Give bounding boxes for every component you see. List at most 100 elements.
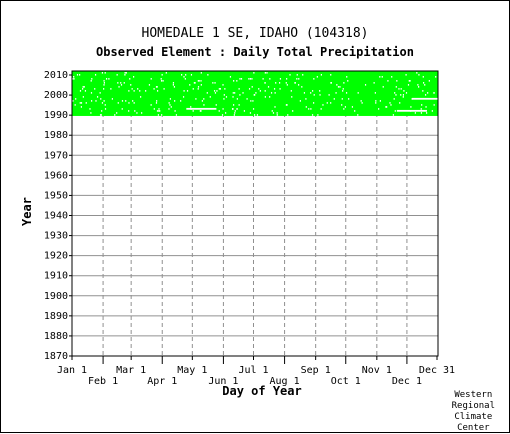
missing-day (390, 104, 392, 106)
missing-day (320, 74, 322, 76)
missing-day (289, 74, 291, 76)
missing-day (73, 78, 75, 80)
missing-day (381, 76, 383, 78)
missing-day (258, 88, 260, 90)
missing-day (253, 72, 255, 74)
missing-day (276, 114, 278, 116)
missing-day (431, 110, 433, 112)
missing-day (249, 78, 252, 80)
missing-day (186, 90, 189, 92)
missing-day (252, 100, 254, 102)
missing-day (169, 98, 171, 100)
missing-day (264, 72, 266, 74)
missing-day (407, 84, 410, 86)
missing-day (375, 102, 377, 104)
missing-day (394, 92, 396, 94)
missing-day (103, 82, 105, 84)
missing-day (225, 112, 227, 114)
missing-day (89, 108, 91, 110)
missing-day (90, 92, 93, 94)
missing-day (123, 82, 125, 84)
missing-day (292, 110, 294, 112)
missing-day (420, 112, 423, 114)
missing-day (213, 90, 216, 92)
missing-day (399, 102, 401, 104)
missing-day (114, 114, 116, 116)
missing-day (285, 104, 288, 106)
missing-day (236, 80, 238, 82)
missing-day (232, 108, 234, 110)
missing-day (423, 82, 425, 84)
missing-day (128, 102, 130, 104)
missing-day (279, 82, 281, 84)
missing-day (121, 108, 123, 110)
missing-day (160, 78, 162, 80)
missing-day (422, 76, 424, 78)
missing-day (271, 110, 273, 112)
missing-day (200, 84, 202, 86)
missing-day (259, 90, 261, 92)
missing-day (299, 100, 301, 102)
missing-period (396, 109, 427, 112)
missing-day (120, 84, 123, 86)
missing-day (225, 96, 228, 98)
missing-day (193, 82, 195, 84)
missing-day (339, 86, 341, 88)
missing-day (99, 114, 102, 116)
missing-day (421, 104, 423, 106)
y-tick-label: 1900 (44, 291, 68, 302)
missing-day (95, 100, 97, 102)
missing-day (124, 74, 126, 76)
missing-day (422, 90, 424, 92)
missing-day (91, 78, 93, 80)
missing-day (79, 90, 82, 92)
missing-day (85, 102, 87, 104)
missing-day (94, 88, 96, 90)
x-tick-label: May 1 (177, 365, 207, 376)
missing-day (239, 78, 241, 80)
missing-day (252, 108, 255, 110)
missing-day (137, 88, 139, 90)
missing-day (158, 110, 160, 112)
missing-day (272, 112, 275, 114)
missing-day (155, 102, 158, 104)
missing-day (330, 102, 332, 104)
missing-day (266, 72, 268, 74)
missing-day (218, 110, 220, 112)
missing-day (276, 112, 278, 114)
missing-day (251, 86, 253, 88)
missing-day (128, 90, 130, 92)
missing-day (298, 84, 300, 86)
missing-day (116, 74, 118, 76)
missing-day (153, 108, 155, 110)
missing-day (219, 88, 221, 90)
missing-day (351, 106, 354, 108)
missing-day (141, 112, 143, 114)
missing-day (75, 98, 77, 100)
y-tick-label: 1940 (44, 211, 68, 222)
missing-day (79, 74, 81, 76)
missing-day (72, 100, 74, 102)
missing-day (83, 86, 85, 88)
missing-day (308, 108, 310, 110)
missing-day (409, 80, 411, 82)
missing-day (298, 78, 300, 80)
missing-day (103, 100, 105, 102)
missing-day (343, 108, 345, 110)
missing-day (90, 80, 92, 82)
y-tick-label: 1880 (44, 331, 68, 342)
missing-day (232, 92, 234, 94)
missing-day (238, 104, 240, 106)
missing-day (156, 110, 159, 112)
missing-day (250, 100, 252, 102)
missing-day (326, 102, 328, 104)
data-coverage (72, 71, 438, 116)
missing-day (215, 104, 217, 106)
missing-day (76, 74, 79, 76)
missing-day (313, 78, 315, 80)
missing-day (192, 88, 194, 90)
missing-day (379, 76, 381, 78)
missing-day (110, 88, 112, 90)
missing-day (320, 108, 322, 110)
missing-day (385, 106, 387, 108)
